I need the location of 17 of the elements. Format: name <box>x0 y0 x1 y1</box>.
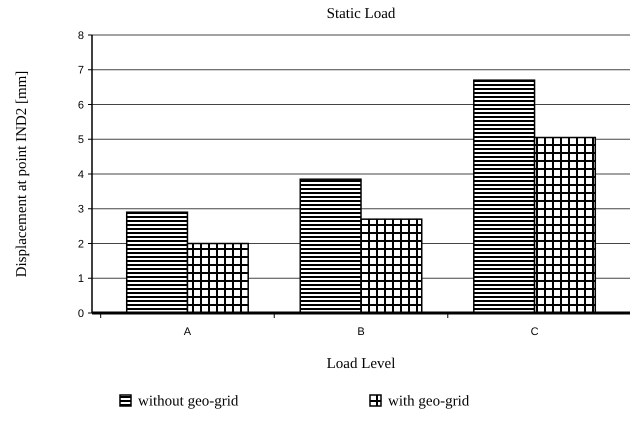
y-tick-label: 2 <box>78 238 84 250</box>
y-tick-label: 3 <box>78 204 84 216</box>
x-tick-label: C <box>530 326 539 338</box>
y-tick-label: 4 <box>78 168 84 181</box>
x-axis-title: Load Level <box>326 356 396 372</box>
y-tick-label: 0 <box>78 308 84 320</box>
y-tick-label: 5 <box>78 134 84 146</box>
chart-title: Static Load <box>326 6 396 22</box>
y-tick-label: 6 <box>78 99 84 112</box>
y-tick-label: 8 <box>78 30 84 42</box>
y-axis-title: Displacement at point IND2 [mm] <box>14 70 30 278</box>
x-tick-label: A <box>184 326 192 338</box>
y-tick-label: 1 <box>78 273 84 286</box>
y-tick-label: 7 <box>78 64 84 77</box>
x-tick-label: B <box>357 326 365 338</box>
legend-label: without geo-grid <box>138 393 239 410</box>
legend-label: with geo-grid <box>388 393 470 410</box>
